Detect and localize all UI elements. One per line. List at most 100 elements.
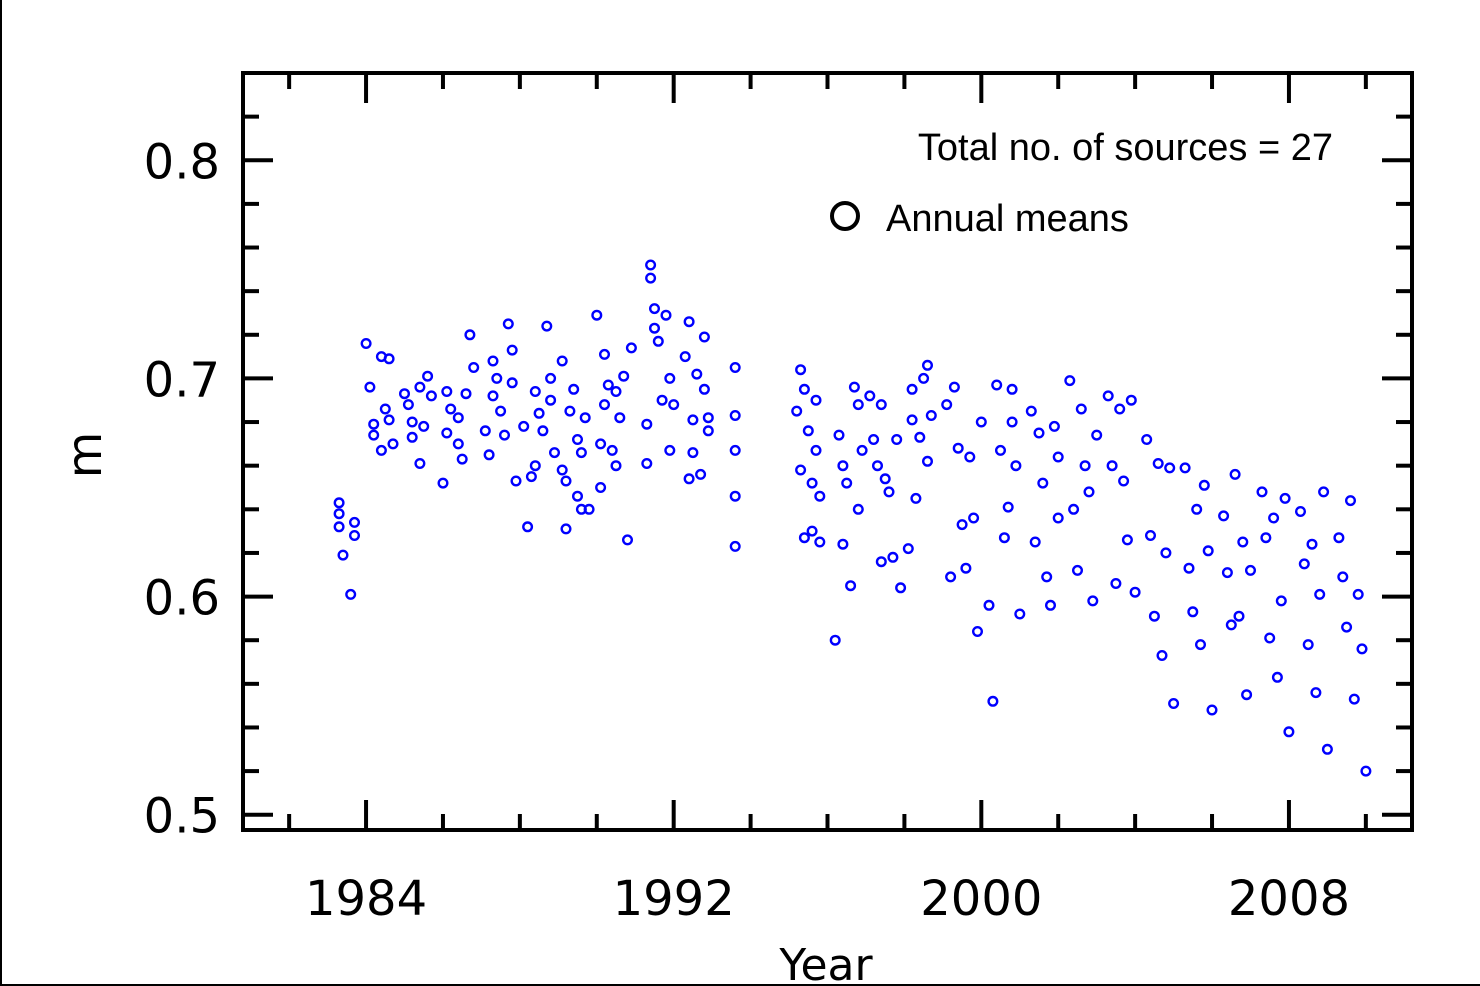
data-point [564,405,576,417]
data-point [649,322,661,334]
data-point [541,320,553,332]
data-point [1033,427,1045,439]
data-point [545,372,557,384]
data-point [1271,671,1283,683]
y-tick-label: 0.5 [144,789,220,845]
data-point [914,431,926,443]
data-point [375,444,387,456]
data-point [679,351,691,363]
data-point [1048,420,1060,432]
data-point [1360,765,1372,777]
data-point [418,420,430,432]
points-layer [333,259,1372,777]
data-point [622,534,634,546]
data-point [1302,639,1314,651]
data-point [729,410,741,422]
legend-marker-open-circle [830,201,860,231]
data-point [795,364,807,376]
data-point [729,444,741,456]
data-point [1083,486,1095,498]
y-axis-title: m [57,432,113,479]
data-point [660,309,672,321]
data-point [1314,588,1326,600]
data-point [906,383,918,395]
data-point [441,427,453,439]
data-point [1256,486,1268,498]
data-point [506,344,518,356]
data-point [868,434,880,446]
data-point [1168,698,1180,710]
data-point [333,521,345,533]
data-point [1029,536,1041,548]
data-point [499,429,511,441]
data-point [806,525,818,537]
data-point [956,519,968,531]
data-point [379,403,391,415]
data-point [525,471,537,483]
data-point [1129,586,1141,598]
data-point [848,381,860,393]
data-point [1091,429,1103,441]
data-point [829,634,841,646]
data-point [918,372,930,384]
data-point [610,460,622,472]
data-point [422,370,434,382]
data-point [333,508,345,520]
data-point [683,473,695,485]
data-point [649,303,661,315]
data-point [1198,479,1210,491]
data-point [837,460,849,472]
data-point [641,458,653,470]
data-point [495,405,507,417]
data-point [1118,475,1130,487]
data-point [360,338,372,350]
data-point [545,394,557,406]
data-point [941,399,953,411]
plot-frame [241,71,1414,832]
data-point [1110,578,1122,590]
data-point [487,390,499,402]
data-point [383,353,395,365]
data-point [1071,564,1083,576]
data-point [1318,486,1330,498]
data-point [556,464,568,476]
data-point [456,453,468,465]
data-point [729,490,741,502]
x-tick-label: 2008 [1228,871,1350,927]
data-point [483,449,495,461]
data-point [964,451,976,463]
data-point [518,420,530,432]
data-point [491,372,503,384]
data-point [910,492,922,504]
data-point [1114,403,1126,415]
data-point [691,368,703,380]
data-point [425,390,437,402]
data-point [922,359,934,371]
data-point [479,425,491,437]
data-point [464,329,476,341]
data-point [572,490,584,502]
data-point [814,536,826,548]
data-point [1237,536,1249,548]
data-point [1321,743,1333,755]
data-point [875,399,887,411]
data-point [1260,532,1272,544]
data-point [583,503,595,515]
data-point [399,388,411,400]
data-point [1183,562,1195,574]
data-point [1068,503,1080,515]
data-point [383,414,395,426]
data-point [948,381,960,393]
data-point [1164,462,1176,474]
data-point [414,458,426,470]
data-point [645,259,657,271]
data-point [1306,538,1318,550]
data-point [529,460,541,472]
data-point [1283,726,1295,738]
data-point [402,399,414,411]
data-point [560,523,572,535]
data-point [683,316,695,328]
data-point [1041,571,1053,583]
data-point [802,425,814,437]
x-tick-label: 1992 [613,871,735,927]
